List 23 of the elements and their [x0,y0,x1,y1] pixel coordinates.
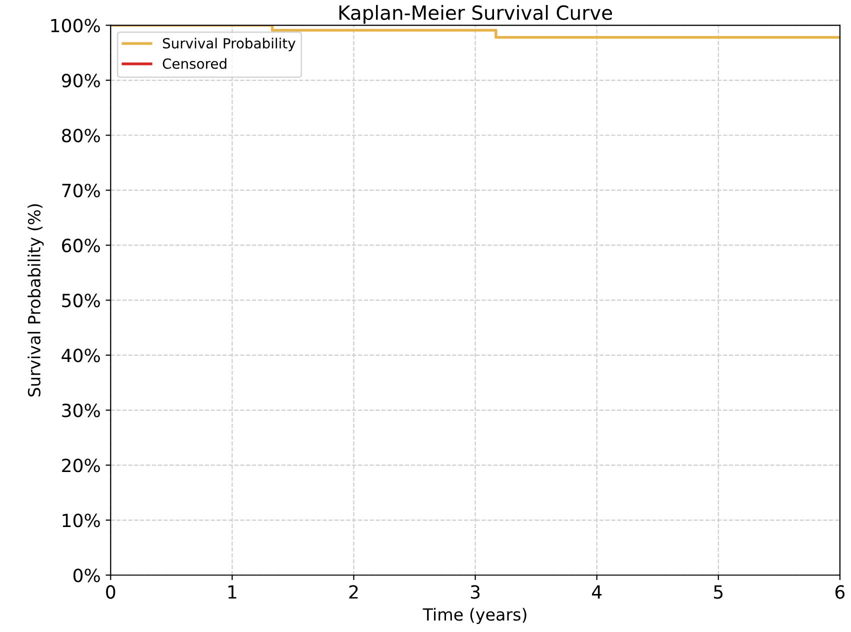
legend-label: Survival Probability [162,38,296,52]
x-tick-label: 4 [592,585,602,599]
x-tick-label: 3 [470,585,480,599]
x-tick-label: 5 [714,585,723,599]
legend-label: Censored [162,58,226,69]
x-tick-label: 2 [349,585,358,599]
y-tick-label: 10% [62,514,100,528]
y-tick-label: 100% [51,18,100,32]
y-axis-title: Survival Probability (%) [28,204,44,396]
x-tick-label: 1 [228,585,236,599]
y-tick-label: 60% [62,238,100,252]
x-tick-label: 6 [835,585,845,599]
y-tick-label: 70% [62,184,100,198]
y-tick-label: 50% [62,294,100,308]
chart-title: Kaplan-Meier Survival Curve [339,4,612,24]
y-tick-label: 30% [62,404,100,418]
y-tick-label: 40% [62,348,100,362]
y-tick-label: 20% [62,458,100,472]
x-tick-label: 0 [106,585,116,599]
y-tick-label: 80% [62,128,100,142]
y-tick-label: 90% [62,74,100,88]
x-axis-title: Time (years) [422,608,526,624]
y-tick-label: 0% [73,568,100,582]
